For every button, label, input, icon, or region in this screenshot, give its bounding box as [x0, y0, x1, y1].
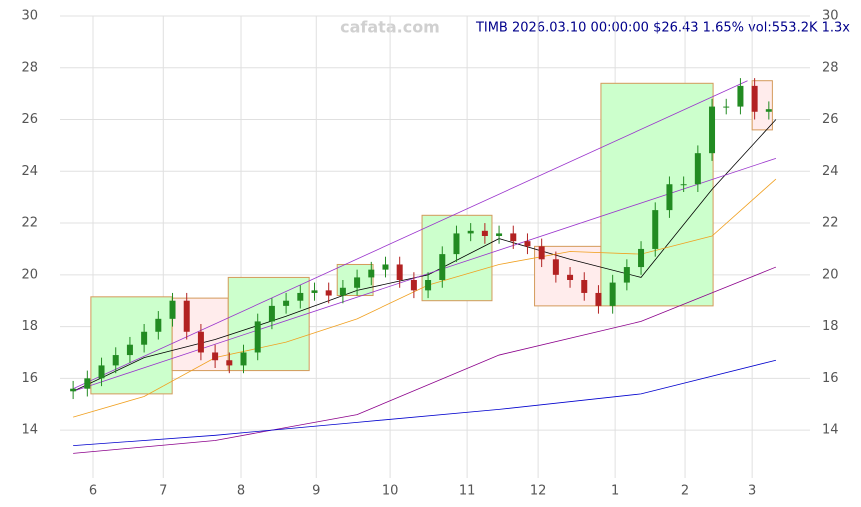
indicator-line	[73, 359, 777, 447]
candle-body	[439, 254, 446, 280]
candle-body	[595, 292, 602, 306]
zone	[421, 214, 493, 302]
candle-body	[609, 282, 616, 306]
candle-body	[425, 280, 432, 291]
candle-body	[765, 109, 772, 112]
candle-body	[254, 321, 261, 353]
y-tick-label: 30	[21, 9, 38, 24]
x-tick-label: 10	[382, 484, 399, 499]
zone	[227, 276, 310, 372]
y2-tick-label: 22	[822, 216, 839, 231]
y-tick-label: 18	[21, 319, 38, 334]
candle-body	[283, 300, 290, 306]
chart-title: TIMB 2026.03.10 00:00:00 $26.43 1.65% vo…	[475, 21, 850, 36]
indicator-line	[73, 157, 777, 392]
y-tick-label: 16	[21, 371, 38, 386]
x-tick-label: 11	[459, 484, 476, 499]
candle-body	[382, 264, 389, 270]
candle-body	[141, 331, 148, 345]
y2-tick-label: 30	[822, 9, 839, 24]
candle-body	[268, 305, 275, 322]
candle-body	[183, 300, 190, 332]
candle-body	[524, 241, 531, 247]
candle-body	[240, 352, 247, 366]
candle-body	[354, 277, 361, 288]
candle-body	[169, 300, 176, 319]
indicator-line	[72, 80, 748, 390]
y2-tick-label: 26	[822, 112, 839, 127]
x-tick-label: 3	[748, 484, 756, 499]
candle-body	[410, 280, 417, 291]
candle-body	[723, 106, 730, 108]
y2-tick-label: 14	[822, 423, 839, 438]
candle-body	[311, 290, 318, 293]
candle-body	[155, 318, 162, 332]
indicator-line	[73, 266, 777, 454]
candle-body	[112, 355, 119, 366]
candle-body	[737, 85, 744, 107]
candle-body	[197, 331, 204, 353]
candle-body	[709, 106, 716, 154]
x-tick-label: 1	[611, 484, 619, 499]
y-tick-label: 20	[21, 267, 38, 282]
candle-body	[510, 233, 517, 242]
candle-body	[666, 184, 673, 211]
candle-body	[297, 292, 304, 301]
candle-body	[396, 264, 403, 280]
candle-body	[70, 388, 77, 392]
candle-body	[567, 274, 574, 280]
x-tick-label: 8	[237, 484, 245, 499]
x-tick-label: 6	[89, 484, 97, 499]
y-tick-label: 28	[21, 60, 38, 75]
zone	[600, 82, 714, 307]
candle-body	[538, 246, 545, 260]
y-tick-label: 24	[21, 164, 38, 179]
x-tick-label: 2	[681, 484, 689, 499]
candle-body	[84, 378, 91, 389]
candle-body	[126, 344, 133, 356]
candle-body	[212, 352, 219, 361]
y2-tick-label: 24	[822, 164, 839, 179]
x-tick-label: 12	[530, 484, 547, 499]
y-tick-label: 22	[21, 216, 38, 231]
y-tick-label: 14	[21, 423, 38, 438]
candle-body	[453, 233, 460, 255]
y2-tick-label: 18	[822, 319, 839, 334]
x-tick-label: 9	[312, 484, 320, 499]
y2-tick-label: 16	[822, 371, 839, 386]
candle-body	[652, 210, 659, 249]
candle-body	[467, 230, 474, 234]
candle-body	[694, 153, 701, 185]
candle-body	[98, 365, 105, 379]
candle-body	[581, 280, 588, 293]
y2-tick-label: 20	[822, 267, 839, 282]
candle-body	[680, 184, 687, 186]
candle-body	[552, 259, 559, 275]
x-tick-label: 7	[159, 484, 167, 499]
candle-body	[226, 360, 233, 366]
candle-body	[325, 290, 332, 296]
candle-body	[496, 233, 503, 236]
candle-body	[339, 287, 346, 296]
candle-body	[368, 269, 375, 278]
candle-body	[481, 230, 488, 236]
y2-tick-label: 28	[822, 60, 839, 75]
y-tick-label: 26	[21, 112, 38, 127]
candle-body	[623, 267, 630, 283]
candle-body	[751, 85, 758, 112]
candle-body	[638, 248, 645, 268]
